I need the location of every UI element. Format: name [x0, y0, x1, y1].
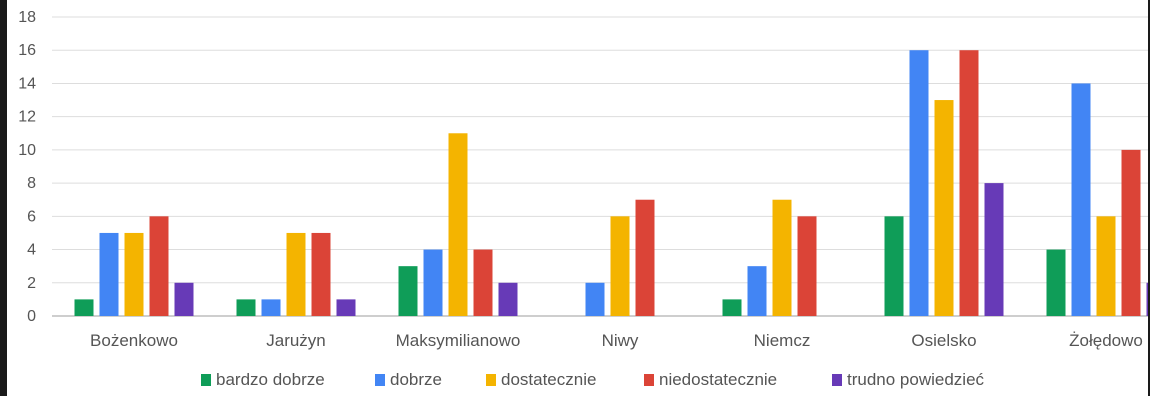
bar-bardzo-dobrze-0: [74, 299, 94, 316]
y-tick-label: 12: [18, 109, 36, 126]
x-axis-categories: Bożenkowo Jarużyn Maksymilianowo Niwy Niemcz…: [90, 331, 1143, 350]
legend-label: trudno powiedzieć: [847, 370, 985, 389]
legend-label: dostatecznie: [501, 370, 596, 389]
bar-dobrze-0: [99, 232, 119, 316]
bar-niedostatecznie-0: [149, 216, 169, 316]
y-tick-label: 14: [18, 75, 36, 92]
bar-trudno-powiedzieć-1: [336, 299, 356, 316]
legend-label: dobrze: [390, 370, 442, 389]
bar-trudno-powiedzieć-6: [1146, 282, 1148, 316]
bar-bardzo-dobrze-5: [884, 216, 904, 316]
bar-dobrze-4: [747, 266, 767, 316]
category-label: Bożenkowo: [90, 331, 178, 350]
bar-niedostatecznie-4: [797, 216, 817, 316]
y-tick-label: 18: [18, 9, 36, 26]
legend-swatch: [201, 374, 211, 386]
legend-swatch: [486, 374, 496, 386]
bar-dobrze-2: [423, 249, 443, 316]
bar-bardzo-dobrze-2: [398, 266, 418, 316]
bar-dobrze-3: [585, 282, 605, 316]
category-label: Osielsko: [911, 331, 976, 350]
y-tick-label: 2: [27, 275, 36, 292]
category-label: Maksymilianowo: [396, 331, 521, 350]
bar-bardzo-dobrze-4: [722, 299, 742, 316]
bar-niedostatecznie-5: [959, 50, 979, 316]
bar-niedostatecznie-1: [311, 232, 331, 316]
y-tick-label: 0: [27, 308, 36, 325]
bar-niedostatecznie-3: [635, 199, 655, 316]
bar-dostatecznie-1: [286, 232, 306, 316]
legend-label: niedostatecznie: [659, 370, 777, 389]
bar-niedostatecznie-6: [1121, 149, 1141, 316]
legend-swatch: [644, 374, 654, 386]
y-tick-label: 6: [27, 208, 36, 225]
bar-dostatecznie-2: [448, 133, 468, 316]
chart-frame: 0 2 4 6 8 10 12 14 16 18 Bożenkowo Jarużyn Maksymil…: [7, 0, 1148, 396]
y-tick-label: 8: [27, 175, 36, 192]
y-tick-label: 16: [18, 42, 36, 59]
bar-dostatecznie-4: [772, 199, 792, 316]
bar-trudno-powiedzieć-2: [498, 282, 518, 316]
category-label: Niemcz: [754, 331, 811, 350]
y-tick-label: 4: [27, 242, 36, 259]
legend: bardzo dobrze dobrze dostatecznie niedostat…: [201, 370, 985, 389]
legend-swatch: [832, 374, 842, 386]
y-axis-ticks: 0 2 4 6 8 10 12 14 16 18: [18, 9, 36, 325]
bar-chart: 0 2 4 6 8 10 12 14 16 18 Bożenkowo Jarużyn Maksymil…: [18, 9, 1148, 389]
bars: [74, 50, 1148, 316]
grid-lines: [52, 16, 1148, 317]
bar-trudno-powiedzieć-5: [984, 183, 1004, 316]
category-label: Jarużyn: [266, 331, 326, 350]
bar-dobrze-5: [909, 50, 929, 316]
bar-dostatecznie-5: [934, 100, 954, 316]
bar-bardzo-dobrze-1: [236, 299, 256, 316]
bar-trudno-powiedzieć-0: [174, 282, 194, 316]
bar-dostatecznie-3: [610, 216, 630, 316]
bar-dobrze-6: [1071, 83, 1091, 316]
bar-dostatecznie-6: [1096, 216, 1116, 316]
category-label: Niwy: [602, 331, 639, 350]
category-label: Żołędowo: [1069, 331, 1143, 350]
bar-dobrze-1: [261, 299, 281, 316]
bar-dostatecznie-0: [124, 232, 144, 316]
y-tick-label: 10: [18, 142, 36, 159]
bar-niedostatecznie-2: [473, 249, 493, 316]
legend-swatch: [375, 374, 385, 386]
bar-bardzo-dobrze-6: [1046, 249, 1066, 316]
legend-label: bardzo dobrze: [216, 370, 325, 389]
